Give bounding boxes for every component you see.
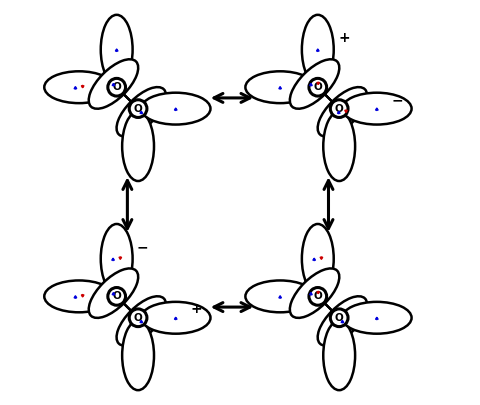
Circle shape [108, 288, 126, 305]
Ellipse shape [302, 15, 334, 84]
Ellipse shape [44, 71, 114, 103]
Ellipse shape [323, 321, 355, 390]
Ellipse shape [290, 59, 339, 109]
Ellipse shape [117, 296, 166, 346]
Ellipse shape [44, 280, 114, 312]
Text: O: O [134, 104, 143, 114]
Circle shape [330, 100, 348, 117]
Ellipse shape [101, 224, 132, 294]
Circle shape [129, 100, 147, 117]
Ellipse shape [302, 224, 334, 294]
Ellipse shape [117, 87, 166, 136]
Ellipse shape [318, 296, 367, 346]
Text: O: O [112, 82, 121, 92]
Text: O: O [112, 291, 121, 301]
Text: +: + [338, 31, 349, 45]
Text: O: O [134, 313, 143, 323]
Ellipse shape [141, 93, 210, 125]
Ellipse shape [290, 269, 339, 318]
Text: O: O [335, 104, 344, 114]
Circle shape [108, 79, 126, 96]
Circle shape [309, 79, 326, 96]
Ellipse shape [101, 15, 132, 84]
Ellipse shape [141, 302, 210, 334]
Circle shape [330, 309, 348, 326]
Ellipse shape [245, 280, 315, 312]
Ellipse shape [89, 269, 138, 318]
Ellipse shape [342, 302, 411, 334]
Text: O: O [335, 313, 344, 323]
Text: O: O [313, 82, 322, 92]
Ellipse shape [89, 59, 138, 109]
Text: O: O [313, 291, 322, 301]
Ellipse shape [122, 321, 154, 390]
Ellipse shape [245, 71, 315, 103]
Ellipse shape [342, 93, 411, 125]
Ellipse shape [318, 87, 367, 136]
Text: +: + [190, 302, 202, 316]
Circle shape [129, 309, 147, 326]
Text: −: − [391, 93, 403, 107]
Ellipse shape [122, 111, 154, 181]
Text: −: − [137, 240, 148, 254]
Circle shape [309, 288, 326, 305]
Ellipse shape [323, 111, 355, 181]
